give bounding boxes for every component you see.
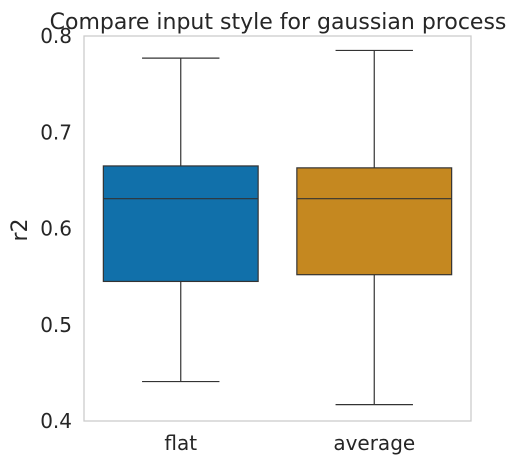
x-tick-label: average: [333, 431, 415, 455]
y-tick-label: 0.6: [40, 217, 72, 241]
x-axis-ticks: flat average: [164, 431, 415, 455]
y-tick-label: 0.7: [40, 120, 72, 144]
plot-frame: [83, 35, 472, 422]
x-tick-label: flat: [164, 431, 197, 455]
chart-title: Compare input style for gaussian process: [50, 10, 507, 35]
y-tick-label: 0.4: [40, 409, 72, 433]
box-iqr: [296, 167, 453, 276]
y-tick-label: 0.5: [40, 313, 72, 337]
box-average: [296, 49, 453, 406]
box-group: [102, 49, 453, 406]
box-flat: [102, 57, 259, 383]
y-tick-label: 0.8: [40, 24, 72, 48]
y-axis-ticks: 0.4 0.5 0.6 0.7 0.8: [40, 24, 72, 433]
y-axis-label: r2: [8, 218, 33, 241]
box-iqr: [102, 165, 259, 283]
